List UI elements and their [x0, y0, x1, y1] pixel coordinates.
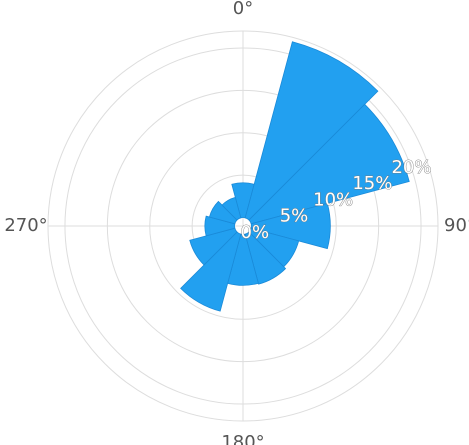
bar — [180, 231, 242, 312]
angle-label: 0° — [233, 0, 253, 19]
bar — [204, 215, 236, 237]
radial-label: 10% — [313, 189, 353, 210]
radial-label: 0% — [241, 222, 270, 243]
bar — [189, 227, 238, 266]
bar — [248, 103, 410, 225]
angle-label: 90° — [444, 215, 469, 236]
bar — [221, 196, 242, 221]
bar — [250, 202, 331, 250]
radial-label: 15% — [352, 173, 392, 194]
radial-label: 5% — [280, 206, 309, 227]
bar — [208, 200, 238, 225]
angle-label: 270° — [4, 215, 47, 236]
bar — [244, 41, 379, 221]
radial-label: 20% — [391, 157, 431, 178]
angle-label: 180° — [221, 432, 264, 445]
